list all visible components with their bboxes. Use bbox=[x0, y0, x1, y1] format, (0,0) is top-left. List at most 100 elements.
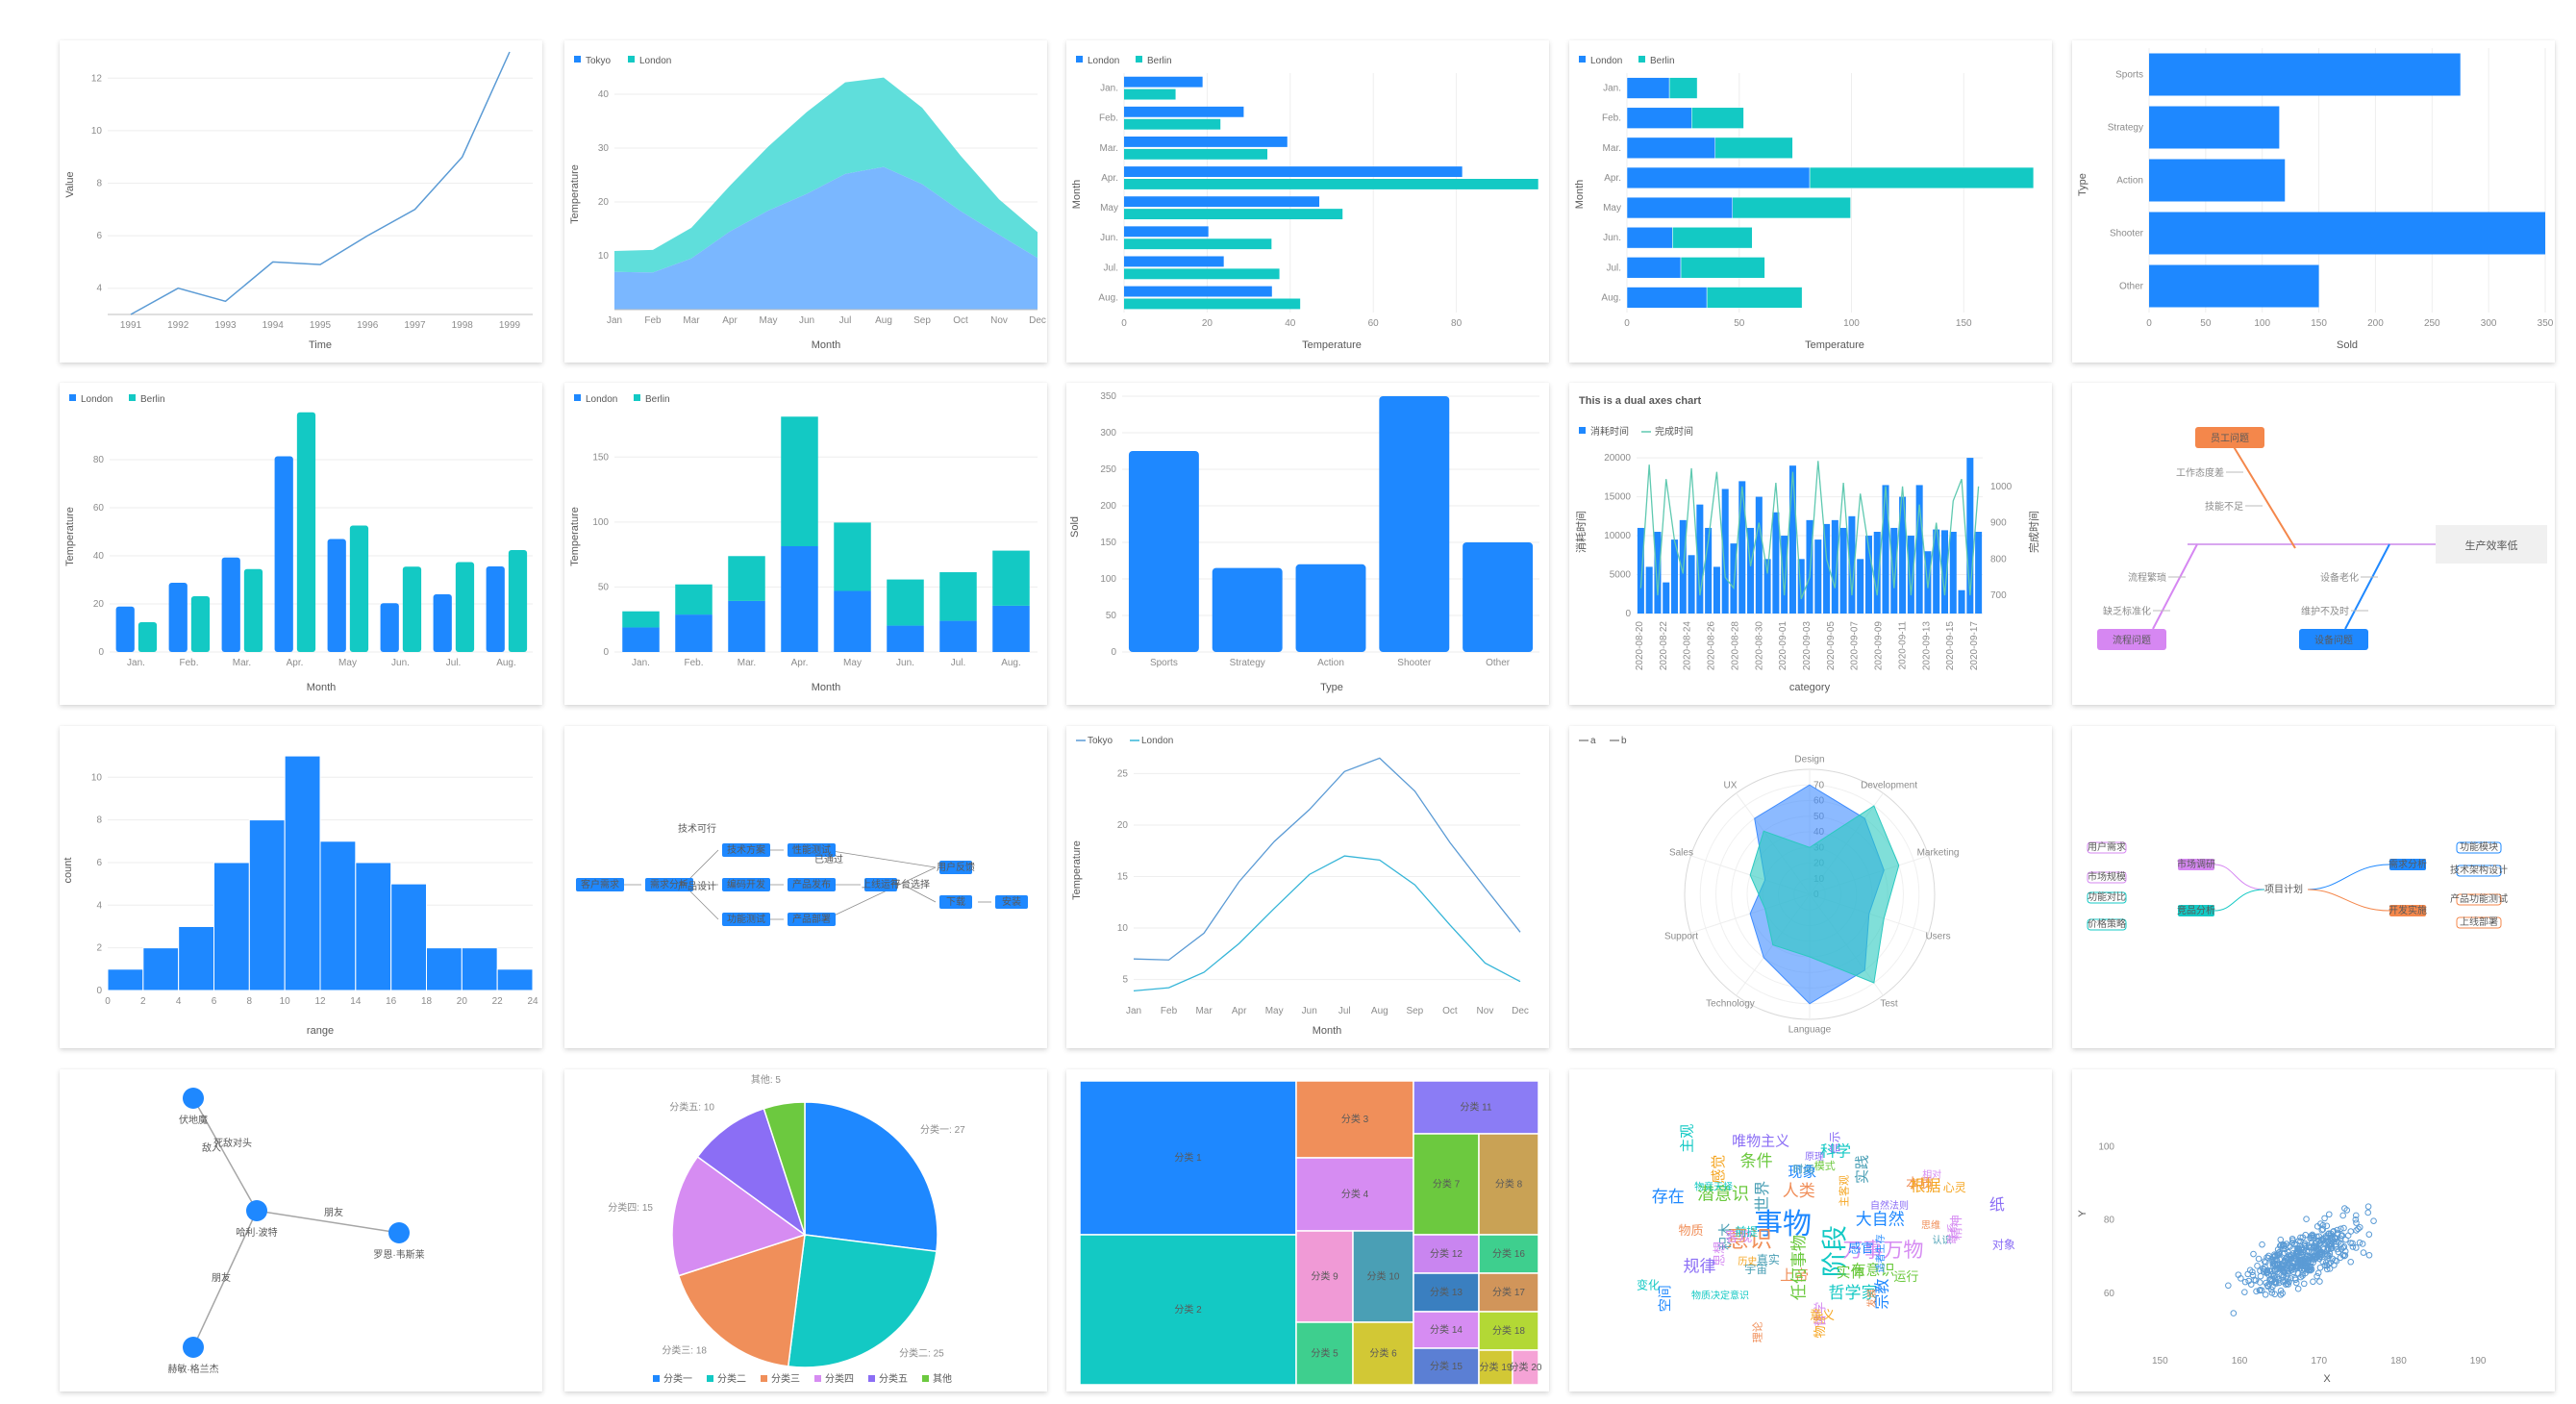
x-tick-label: 2020-08-28 bbox=[1730, 621, 1740, 671]
y-axis-title: Temperature bbox=[569, 164, 581, 224]
legend-label: 分类二 bbox=[717, 1372, 746, 1385]
scatter-point bbox=[2338, 1225, 2344, 1233]
x-tick-label: 2020-09-15 bbox=[1945, 621, 1956, 671]
treemap-label: 分类 1 bbox=[1174, 1151, 1202, 1164]
bar bbox=[1696, 504, 1704, 614]
y-tick-label: 50 bbox=[1106, 611, 1117, 621]
card-scatter: 60 80 100 150 160 170 180 190 X Y bbox=[2072, 1069, 2555, 1391]
card-histogram: 0 2 4 6 8 10 0 2 4 6 8 10 12 14 16 18 20 22 24 range count bbox=[60, 726, 542, 1048]
scatter-point bbox=[2338, 1245, 2345, 1253]
legend-marker bbox=[653, 1375, 660, 1382]
bar bbox=[319, 840, 357, 991]
y-axis-title: Temperature bbox=[1071, 840, 1083, 900]
scatter-point bbox=[2238, 1275, 2244, 1282]
y-tick-label: 15 bbox=[1117, 872, 1129, 883]
x-tick-label: 2020-08-26 bbox=[1707, 621, 1717, 671]
pie-slice-label: 分类三: 18 bbox=[662, 1343, 707, 1356]
x-tick-label: 1991 bbox=[120, 320, 142, 331]
bar bbox=[1626, 137, 1716, 159]
wordcloud-word: 万事万物 bbox=[1842, 1240, 1923, 1262]
wordcloud-word: 思想 bbox=[1712, 1241, 1726, 1266]
treemap-cell bbox=[1079, 1234, 1297, 1386]
scatter-point bbox=[2255, 1255, 2263, 1263]
pie-slice bbox=[677, 1233, 806, 1367]
scatter-point bbox=[2297, 1234, 2304, 1241]
bar bbox=[1949, 532, 1957, 614]
wordcloud-word: 相对 bbox=[1922, 1168, 1941, 1181]
bar bbox=[1940, 530, 1948, 614]
bar bbox=[1680, 257, 1765, 279]
y-tick-label: Apr. bbox=[1101, 173, 1118, 184]
radar-tick-label: 70 bbox=[1813, 780, 1825, 790]
wordcloud-word: 变化 bbox=[1637, 1278, 1660, 1292]
bar bbox=[248, 819, 286, 991]
y-axis-title: count bbox=[63, 858, 74, 884]
bar bbox=[1797, 559, 1805, 614]
y-tick-label: 0 bbox=[96, 986, 102, 996]
scatter-point bbox=[2313, 1243, 2319, 1250]
flow-node bbox=[788, 913, 836, 926]
x-axis-title: Month bbox=[307, 682, 337, 693]
treemap-label: 分类 5 bbox=[1311, 1347, 1338, 1360]
wordcloud-word: 认识 bbox=[1933, 1234, 1952, 1246]
flow-node bbox=[722, 878, 770, 891]
legend-label: 分类五 bbox=[879, 1372, 908, 1385]
series-line bbox=[1133, 855, 1521, 992]
x-tick-label: 180 bbox=[2390, 1356, 2407, 1366]
scatter-point bbox=[2293, 1252, 2300, 1260]
flow-node-label: 编码开发 bbox=[727, 878, 765, 890]
treemap-label: 分类 9 bbox=[1311, 1270, 1338, 1283]
radar-series bbox=[1749, 805, 1900, 984]
chart-pie: 分类一: 27 分类二: 25 分类三: 18 分类四: 15 分类五: 10 其他: 5… bbox=[608, 1073, 965, 1385]
scatter-point bbox=[2282, 1278, 2288, 1285]
scatter-point bbox=[2288, 1262, 2296, 1269]
radar-axis-label: Sales bbox=[1669, 848, 1693, 859]
x-tick-label: 14 bbox=[350, 996, 362, 1007]
flow-node bbox=[864, 878, 897, 891]
scatter-point bbox=[2288, 1235, 2296, 1242]
bar bbox=[1124, 268, 1280, 280]
wordcloud-word: 主客观 bbox=[1838, 1175, 1851, 1207]
bar bbox=[461, 947, 498, 991]
legend-marker bbox=[1076, 56, 1083, 63]
scatter-point bbox=[2326, 1241, 2334, 1248]
scatter-point bbox=[2318, 1239, 2325, 1245]
bar bbox=[1212, 567, 1283, 652]
x-tick-label: 40 bbox=[1285, 318, 1296, 329]
bar bbox=[2149, 159, 2286, 202]
y-tick-label: 80 bbox=[93, 455, 105, 465]
bar bbox=[296, 412, 316, 652]
x-tick-label: Mar bbox=[683, 315, 700, 326]
scatter-point bbox=[2277, 1255, 2285, 1263]
x-tick-label: Apr bbox=[722, 315, 738, 326]
wordcloud-word: 客观 bbox=[1725, 1229, 1752, 1244]
card-treemap: 分类 1 分类 2 分类 3 分类 4 分类 9 分类 10 分类 5 分类 6 分类 11 分类… bbox=[1066, 1069, 1549, 1391]
scatter-point bbox=[2365, 1251, 2373, 1259]
bar bbox=[138, 622, 158, 652]
scatter-point bbox=[2325, 1211, 2333, 1218]
radar-axis-label: Technology bbox=[1706, 999, 1755, 1010]
card-wordcloud: 事物 阶段 意识 万事万物 潜意识 启示 物体 积木 大自然 哲学家 上帝 哲学 模式 自然法则 意义 世界感… bbox=[1569, 1069, 2052, 1391]
scatter-point bbox=[2281, 1249, 2288, 1257]
scatter-point bbox=[2305, 1266, 2312, 1274]
y-tick-label: Jan. bbox=[1100, 84, 1118, 94]
legend-label: Berlin bbox=[645, 394, 670, 405]
mindmap-branch bbox=[2178, 859, 2214, 870]
scatter-point bbox=[2268, 1290, 2276, 1296]
y-tick-label: 2 bbox=[96, 943, 102, 954]
x-tick-label: Mar. bbox=[233, 658, 251, 668]
bar bbox=[992, 550, 1030, 606]
bar bbox=[1124, 238, 1272, 250]
legend-label: Berlin bbox=[1147, 56, 1172, 66]
bar bbox=[508, 550, 528, 652]
flow-edge-label: 技术可行 bbox=[678, 822, 716, 835]
wordcloud-word: 科学 bbox=[1820, 1143, 1851, 1161]
bar bbox=[1128, 451, 1199, 652]
chart-hbar-games: 0 50 100 150 200 250 300 350 Sports Strategy Actio… bbox=[2077, 48, 2554, 351]
card-vbar-stack: London Berlin 0 50 100 150 Jan. Feb. Mar. Apr. May… bbox=[564, 383, 1047, 705]
scatter-point bbox=[2304, 1260, 2312, 1266]
bar bbox=[274, 456, 293, 652]
x-tick-label: 0 bbox=[1121, 318, 1127, 329]
x-tick-label: Feb. bbox=[684, 658, 703, 668]
bar bbox=[1806, 519, 1813, 614]
